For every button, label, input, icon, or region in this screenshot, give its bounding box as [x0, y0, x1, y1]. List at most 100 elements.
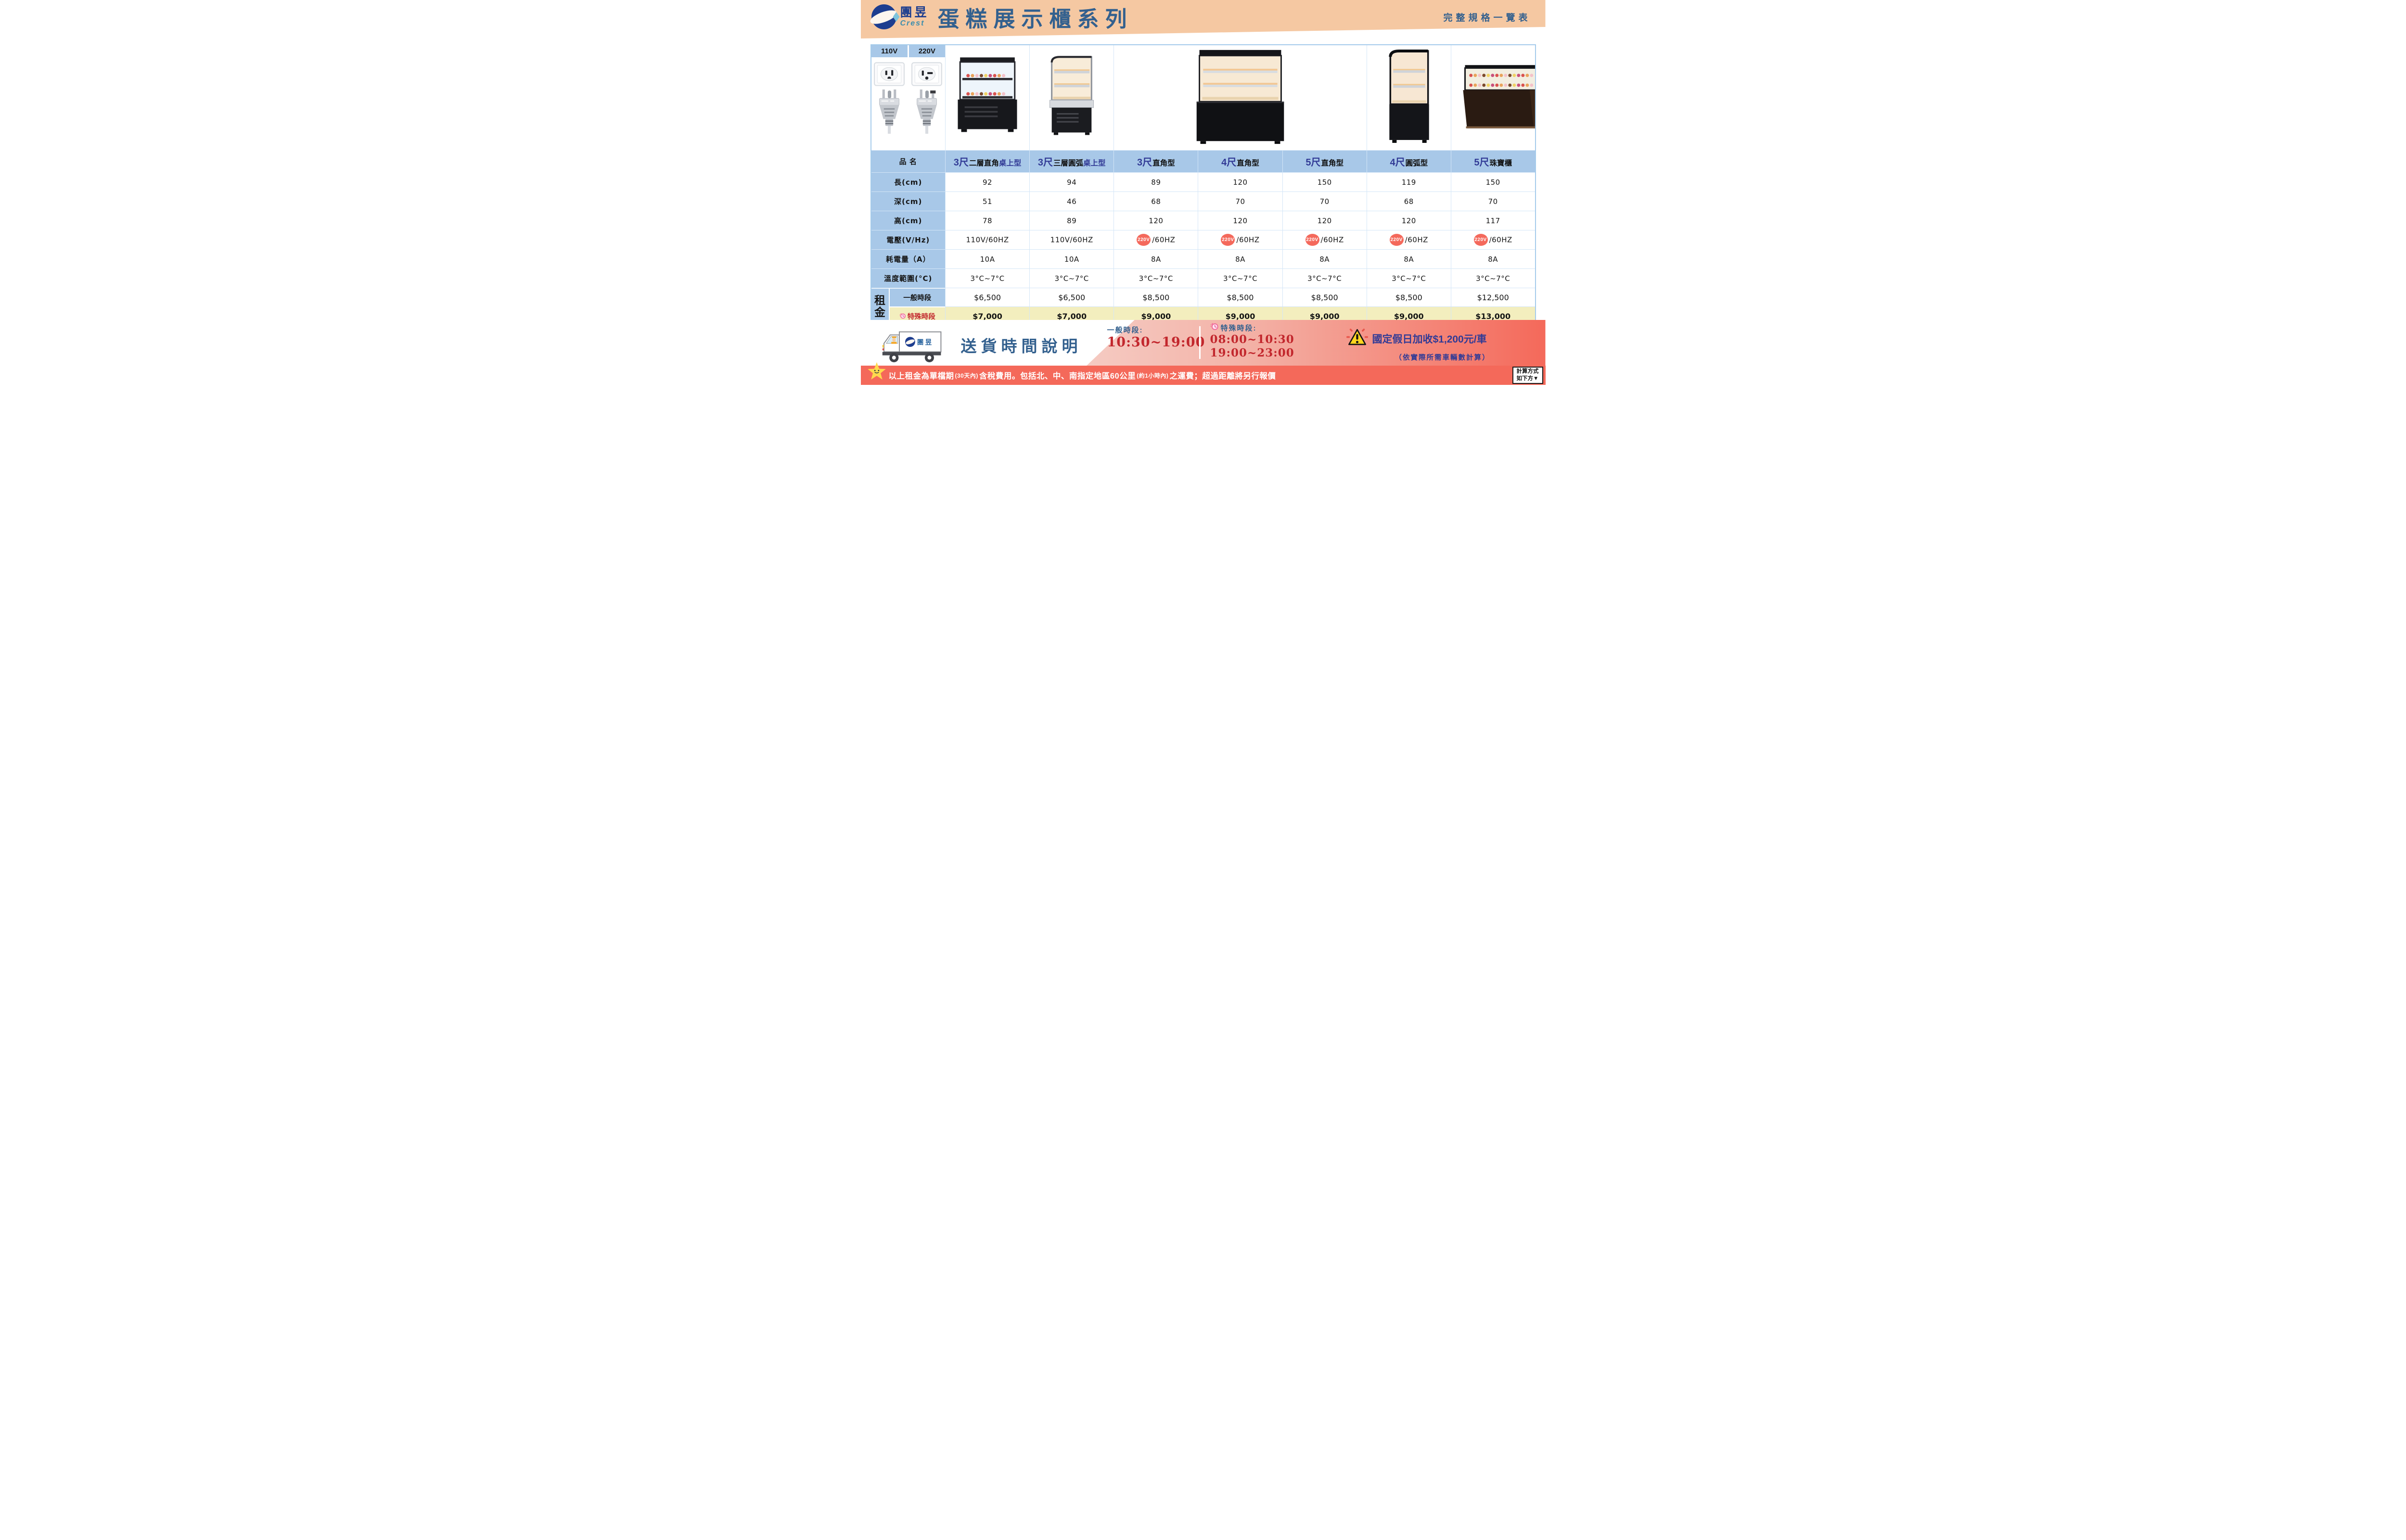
footer-note: 以上租金為單檔期 (30天內) 含稅費用。包括北、中、南指定地區60公里 (約1小時內… — [888, 372, 1276, 381]
voltage-220-badge: 220V — [1473, 234, 1488, 246]
spec-value-length: 150 — [1450, 172, 1536, 192]
spec-value-height: 89 — [1029, 211, 1114, 230]
delivery-gradient — [1087, 320, 1546, 366]
product-name: 4尺圓弧型 — [1366, 150, 1451, 173]
delivery-truck: 團昱 — [882, 331, 941, 362]
rent-normal-value: $8,500 — [1198, 288, 1283, 307]
spec-value-length: 120 — [1198, 172, 1283, 192]
clock-icon — [1210, 322, 1219, 333]
product-image-row: 110V 220V — [870, 44, 1536, 151]
spec-value-voltage: 220V/60HZ — [1450, 230, 1536, 250]
spec-value-voltage: 220V/60HZ — [1366, 230, 1451, 250]
spec-value-depth: 70 — [1198, 191, 1283, 211]
product-image-cell — [1366, 44, 1451, 151]
spec-value-depth: 70 — [1282, 191, 1367, 211]
spec-row-voltage: 電壓(V/Hz) 110V/60HZ 110V/60HZ 220V/60HZ 220V /… — [870, 230, 1536, 250]
spec-value-height: 120 — [1282, 211, 1367, 230]
rent-normal-value: $8,500 — [1113, 288, 1199, 307]
spec-value-depth: 70 — [1450, 191, 1536, 211]
delivery-normal-block: 一般時段: 10:30~19:00 — [1107, 325, 1205, 350]
product-image-cell — [945, 44, 1030, 151]
spec-value-depth: 68 — [1113, 191, 1199, 211]
rent-normal-row: 租金 一般時段 特殊時段 $6,500 $6,500 $8,500 $8,500 $8,5… — [870, 288, 1536, 326]
spec-row-temp: 溫度範圍(°C) 3°C~7°C 3°C~7°C 3°C~7°C 3°C~7°C 3°C~… — [870, 268, 1536, 288]
rent-normal-value: $6,500 — [1029, 288, 1114, 307]
voltage-220-badge: 220V — [1389, 234, 1404, 246]
spec-value-current: 8A — [1450, 249, 1536, 269]
product-name: 3尺二層直角桌上型 — [945, 150, 1030, 173]
plug-220-icon — [917, 89, 937, 134]
product-name-row: 品 名 3尺二層直角桌上型 3尺三層圓弧桌上型 3尺直角型 4尺直角型 5尺直角型 4尺圓弧… — [870, 150, 1536, 173]
voltage-legend-220: 220V — [909, 45, 945, 150]
product-image-cell-merged — [1113, 44, 1367, 151]
spec-value-length: 89 — [1113, 172, 1199, 192]
row-label-current: 耗電量（A） — [870, 249, 946, 269]
product-name: 5尺直角型 — [1282, 150, 1367, 173]
spec-value-depth: 46 — [1029, 191, 1114, 211]
spec-value-temp: 3°C~7°C — [1029, 268, 1114, 288]
product-image-curved-tabletop — [1049, 55, 1094, 135]
rent-normal-label: 一般時段 — [889, 288, 945, 306]
star-icon — [867, 361, 887, 384]
spec-value-depth: 68 — [1366, 191, 1451, 211]
delivery-special-time-1: 08:00~10:30 — [1210, 333, 1294, 346]
plug-110-icon — [879, 89, 900, 134]
row-label-height: 高(cm) — [870, 211, 946, 230]
delivery-normal-time: 10:30~19:00 — [1107, 335, 1205, 350]
brand-logo: 團昱 Crest — [869, 4, 929, 29]
rent-normal-value: $8,500 — [1366, 288, 1451, 307]
delivery-section: 團昱 送貨時間說明 一般時段: 10:30~19:00 特殊時段: 08:00~… — [860, 320, 1546, 367]
holiday-note-block: 國定假日加收$1,200元/車 （依實際所需車輛數計算） — [1346, 327, 1539, 362]
product-name: 3尺直角型 — [1113, 150, 1199, 173]
product-image-jewel-counter — [1463, 65, 1535, 128]
voltage-220-badge: 220V — [1305, 234, 1319, 246]
delivery-truck-icon: 團昱 — [869, 322, 951, 367]
spec-value-height: 117 — [1450, 211, 1536, 230]
voltage-110-label: 110V — [871, 45, 908, 57]
flyer-page: 團昱 Crest 蛋糕展示櫃系列 完整規格一覽表 110V 220V — [860, 0, 1546, 385]
product-name: 5尺珠寶櫃 — [1450, 150, 1536, 173]
spec-value-current: 10A — [1029, 249, 1114, 269]
voltage-legend-110: 110V — [871, 45, 908, 150]
spec-value-height: 120 — [1113, 211, 1199, 230]
outlet-220-icon — [911, 62, 943, 86]
star-icon — [867, 362, 886, 380]
spec-value-current: 8A — [1113, 249, 1199, 269]
spec-subtitle: 完整規格一覽表 — [860, 11, 1531, 379]
page-title: 蛋糕展示櫃系列 — [937, 6, 1133, 31]
delivery-special-block: 特殊時段: 08:00~10:30 19:00~23:00 — [1210, 322, 1294, 359]
clock-icon — [899, 313, 906, 319]
warning-triangle-icon — [1346, 329, 1368, 345]
spec-value-height: 120 — [1366, 211, 1451, 230]
warning-icon — [1346, 327, 1369, 351]
voltage-220-label: 220V — [909, 45, 945, 57]
spec-value-voltage: 110V/60HZ — [1029, 230, 1114, 250]
product-name: 4尺直角型 — [1198, 150, 1283, 173]
product-image-square-tabletop — [958, 57, 1017, 132]
spec-value-current: 8A — [1282, 249, 1367, 269]
spec-value-temp: 3°C~7°C — [1282, 268, 1367, 288]
rent-normal-value: $6,500 — [945, 288, 1030, 307]
spec-value-height: 78 — [945, 211, 1030, 230]
spec-value-current: 10A — [945, 249, 1030, 269]
spec-value-voltage: 110V/60HZ — [945, 230, 1030, 250]
holiday-note-sub: （依實際所需車輛數計算） — [1395, 354, 1490, 362]
spec-value-depth: 51 — [945, 191, 1030, 211]
spec-value-temp: 3°C~7°C — [1113, 268, 1199, 288]
spec-value-temp: 3°C~7°C — [945, 268, 1030, 288]
spec-value-voltage: 220V/60HZ — [1198, 230, 1283, 250]
spec-value-current: 8A — [1366, 249, 1451, 269]
svg-text:團昱: 團昱 — [917, 339, 933, 346]
voltage-220-badge: 220V — [1137, 234, 1151, 246]
spec-table: 110V 220V — [870, 44, 1536, 326]
rent-normal-value: $8,500 — [1282, 288, 1367, 307]
product-image-square-floor — [1196, 50, 1284, 144]
row-label-length: 長(cm) — [870, 172, 946, 192]
spec-row-length: 長(cm) 92 94 89 120 150 119 150 — [870, 172, 1536, 192]
brand-name-zh: 團昱 — [900, 5, 929, 19]
outlet-110-icon — [874, 62, 905, 86]
product-image-cell — [1029, 44, 1114, 151]
delivery-special-label: 特殊時段: — [1210, 322, 1294, 333]
product-name: 3尺三層圓弧桌上型 — [1029, 150, 1114, 173]
spec-value-current: 8A — [1198, 249, 1283, 269]
